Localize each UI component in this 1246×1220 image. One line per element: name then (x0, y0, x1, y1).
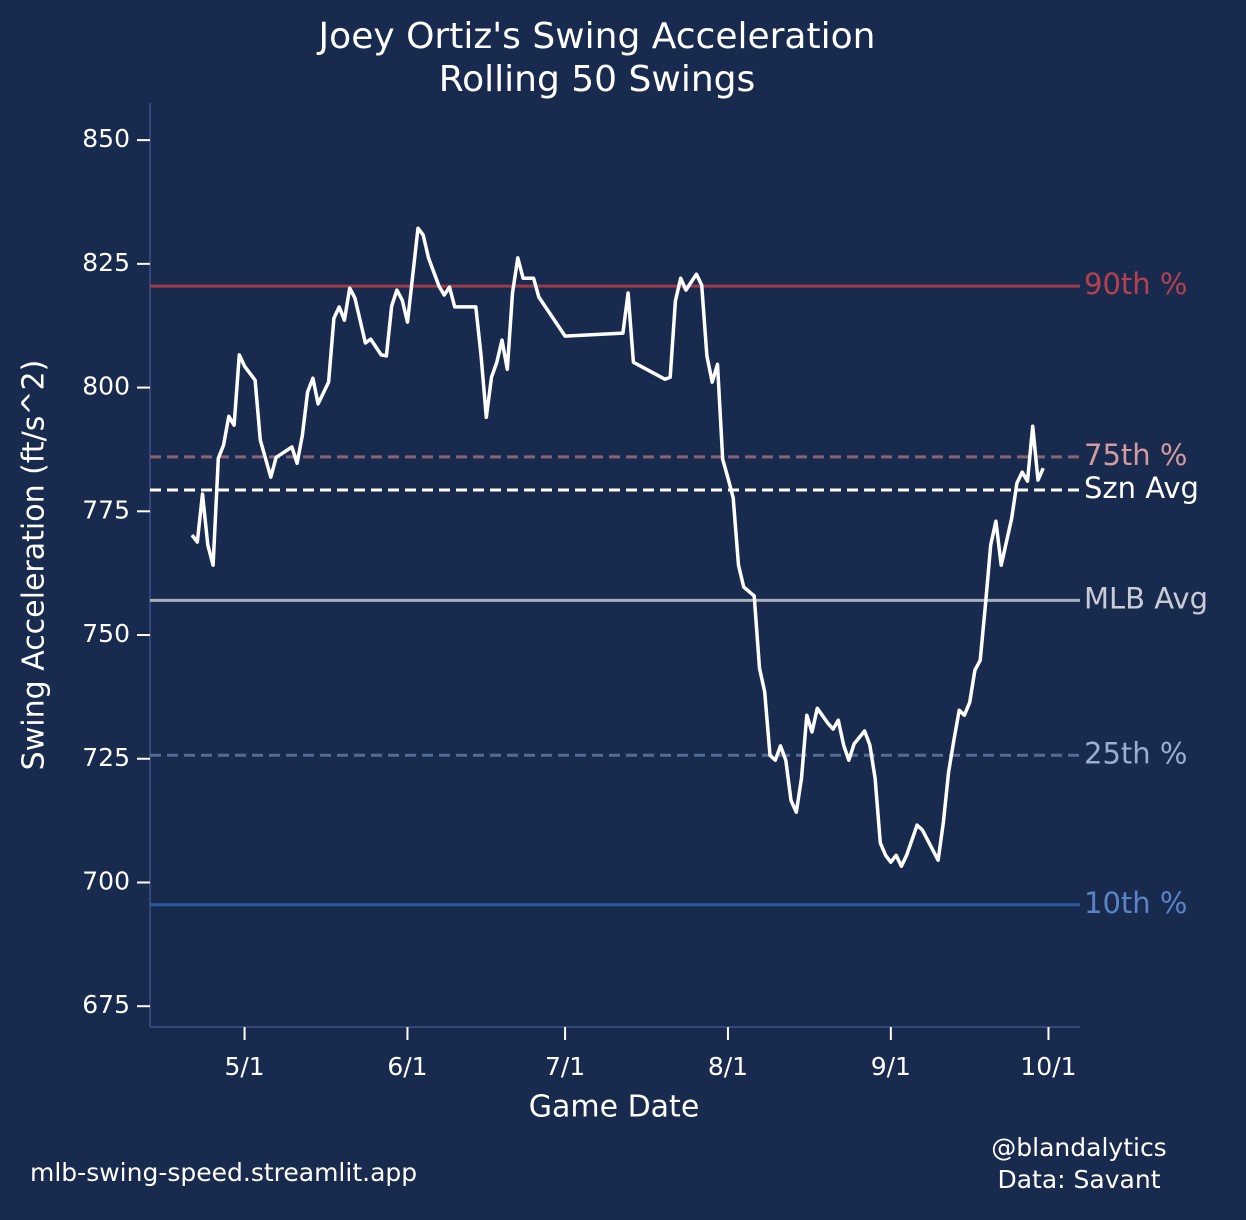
x-tick-label: 9/1 (871, 1052, 911, 1081)
x-axis-label: Game Date (529, 1090, 700, 1125)
y-tick-label: 800 (82, 372, 130, 401)
reference-label: Szn Avg (1084, 471, 1199, 505)
source-credit: Data: Savant (997, 1165, 1160, 1194)
author-credit: @blandalytics (991, 1133, 1166, 1162)
reference-label: 10th % (1084, 886, 1187, 920)
reference-label: 75th % (1084, 438, 1187, 472)
y-tick-label: 775 (82, 495, 130, 524)
y-tick-label: 825 (82, 248, 130, 277)
x-tick-label: 7/1 (545, 1052, 585, 1081)
reference-label: 90th % (1084, 267, 1187, 301)
y-tick-label: 700 (82, 866, 130, 895)
x-tick-label: 6/1 (387, 1052, 427, 1081)
data-line (190, 226, 1045, 868)
site-credit: mlb-swing-speed.streamlit.app (30, 1158, 417, 1187)
x-tick-label: 10/1 (1020, 1052, 1076, 1081)
x-tick-label: 8/1 (708, 1052, 748, 1081)
y-axis-label: Swing Acceleration (ft/s^2) (17, 360, 52, 771)
reference-label: 25th % (1084, 736, 1187, 770)
chart-subtitle: Rolling 50 Swings (439, 59, 756, 100)
y-tick-label: 675 (82, 990, 130, 1019)
y-tick-label: 725 (82, 743, 130, 772)
y-tick-label: 850 (82, 124, 130, 153)
x-tick-label: 5/1 (224, 1052, 264, 1081)
y-tick-label: 750 (82, 619, 130, 648)
chart-title: Joey Ortiz's Swing Acceleration (317, 16, 876, 57)
reference-label: MLB Avg (1084, 581, 1208, 615)
